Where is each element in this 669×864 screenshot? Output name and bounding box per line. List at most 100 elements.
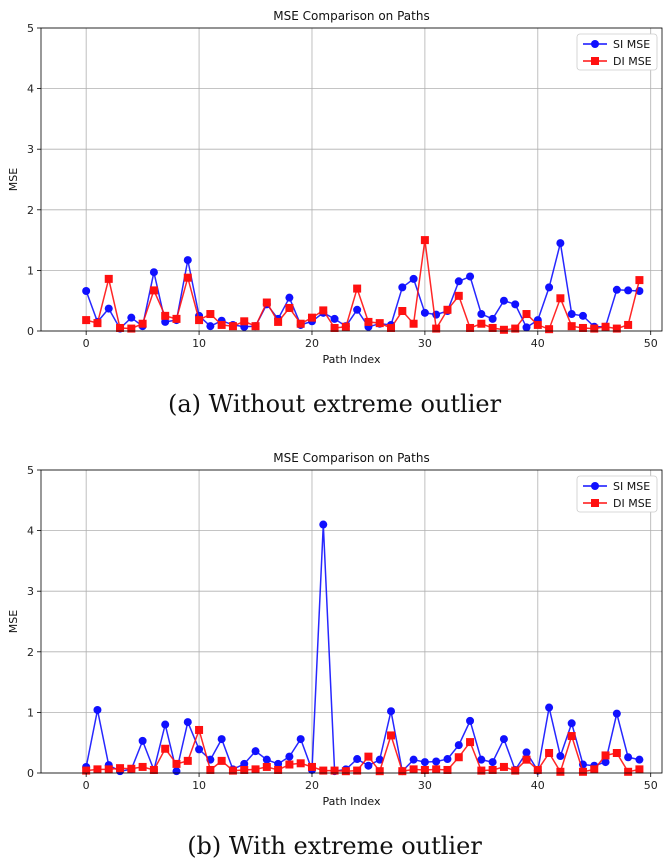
- data-point: [240, 765, 249, 774]
- data-point: [375, 755, 384, 764]
- data-point: [409, 755, 418, 764]
- data-point: [387, 707, 396, 716]
- data-point: [161, 317, 170, 326]
- data-point: [635, 765, 644, 774]
- data-point: [183, 756, 192, 765]
- data-point: [217, 756, 226, 765]
- data-point: [285, 303, 294, 312]
- data-point: [477, 755, 486, 764]
- data-point: [488, 323, 497, 332]
- y-tick-label: 2: [27, 646, 34, 659]
- y-axis-label: MSE: [7, 168, 20, 191]
- data-point: [240, 759, 249, 768]
- caption-a: (a) Without extreme outlier: [167, 390, 502, 418]
- data-point: [466, 716, 475, 725]
- data-point: [556, 752, 565, 761]
- data-point: [624, 286, 633, 295]
- data-point: [183, 718, 192, 727]
- y-tick-label: 0: [27, 767, 34, 780]
- plot-frame: [40, 469, 663, 774]
- data-point: [387, 323, 396, 332]
- x-tick-label: 0: [83, 337, 90, 350]
- data-point: [93, 765, 102, 774]
- data-point: [612, 749, 621, 758]
- data-point: [522, 323, 531, 332]
- data-point: [127, 324, 136, 333]
- data-point: [217, 735, 226, 744]
- data-point: [319, 306, 328, 315]
- data-point: [161, 720, 170, 729]
- data-point: [567, 322, 576, 331]
- data-point: [454, 291, 463, 300]
- data-point: [353, 755, 362, 764]
- data-point: [206, 322, 215, 331]
- legend-label: SI MSE: [613, 38, 650, 51]
- data-point: [624, 320, 633, 329]
- data-point: [635, 755, 644, 764]
- x-tick-label: 0: [83, 779, 90, 792]
- data-point: [533, 320, 542, 329]
- data-point: [420, 308, 429, 317]
- data-point: [116, 764, 125, 773]
- data-point: [285, 760, 294, 769]
- data-point: [488, 765, 497, 774]
- series-line: [85, 524, 640, 773]
- data-point: [488, 314, 497, 323]
- y-tick-label: 3: [27, 143, 34, 156]
- data-point: [161, 311, 170, 320]
- data-point: [545, 283, 554, 292]
- data-point: [499, 735, 508, 744]
- data-point: [149, 268, 158, 277]
- legend-label: DI MSE: [613, 497, 652, 510]
- data-point: [262, 755, 271, 764]
- data-point: [104, 765, 113, 774]
- data-point: [341, 322, 350, 331]
- data-point: [511, 324, 520, 333]
- data-point: [511, 300, 520, 309]
- y-tick-label: 4: [27, 83, 34, 96]
- data-point: [364, 761, 373, 770]
- data-point: [228, 322, 237, 331]
- data-point: [127, 313, 136, 322]
- data-point: [387, 731, 396, 740]
- data-point: [432, 324, 441, 333]
- data-point: [420, 765, 429, 774]
- data-point: [398, 767, 407, 776]
- data-point: [432, 765, 441, 774]
- data-point: [443, 765, 452, 774]
- y-tick-label: 0: [27, 325, 34, 338]
- data-point: [567, 732, 576, 741]
- data-point: [612, 324, 621, 333]
- data-point: [420, 758, 429, 767]
- data-point: [466, 738, 475, 747]
- chart-title: MSE Comparison on Paths: [273, 9, 429, 23]
- data-point: [364, 752, 373, 761]
- data-point: [183, 256, 192, 265]
- data-point: [545, 325, 554, 334]
- data-point: [172, 759, 181, 768]
- data-point: [206, 765, 215, 774]
- data-point: [285, 752, 294, 761]
- data-point: [149, 286, 158, 295]
- y-tick-label: 4: [27, 525, 34, 538]
- data-point: [274, 759, 283, 768]
- data-point: [296, 319, 305, 328]
- data-point: [183, 273, 192, 282]
- x-tick-label: 30: [418, 779, 432, 792]
- data-point: [432, 757, 441, 766]
- y-tick-label: 2: [27, 204, 34, 217]
- data-point: [161, 744, 170, 753]
- data-point: [398, 307, 407, 316]
- data-point: [477, 319, 486, 328]
- chart-b: 0 10 20 30 40 50 0 1 2 3 4 5 MSE Comparison on Paths…: [7, 451, 663, 808]
- data-point: [511, 766, 520, 775]
- data-point: [443, 755, 452, 764]
- data-point: [522, 310, 531, 319]
- data-point: [375, 767, 384, 776]
- data-point: [624, 753, 633, 762]
- chart-a: 0 10 20 30 40 50 0 1 2 3 4 5 MSE Comparison on Paths…: [7, 9, 663, 366]
- legend-marker: [591, 57, 599, 65]
- x-axis-label: Path Index: [323, 795, 381, 808]
- data-point: [454, 277, 463, 286]
- data-point: [375, 319, 384, 328]
